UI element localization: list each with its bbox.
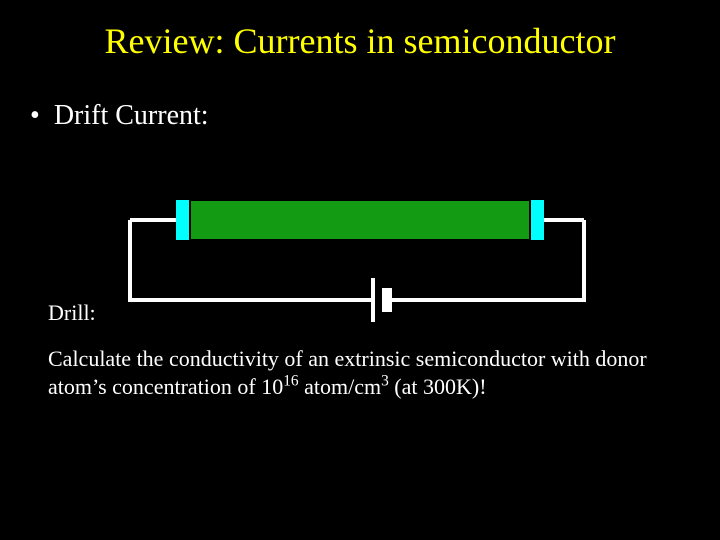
- bullet-text: Drift Current:: [54, 100, 209, 131]
- slide-title: Review: Currents in semiconductor: [0, 20, 720, 62]
- right-contact: [530, 200, 544, 240]
- left-contact: [176, 200, 190, 240]
- bullet-drift-current: • Drift Current:: [30, 100, 209, 132]
- semiconductor-bar: [190, 200, 530, 240]
- slide: Review: Currents in semiconductor • Drift…: [0, 0, 720, 540]
- drill-label: Drill:: [48, 300, 96, 326]
- drill-question: Calculate the conductivity of an extrins…: [48, 345, 690, 400]
- bullet-marker: •: [30, 100, 40, 132]
- circuit-diagram: [0, 190, 720, 330]
- circuit-svg: [0, 190, 720, 330]
